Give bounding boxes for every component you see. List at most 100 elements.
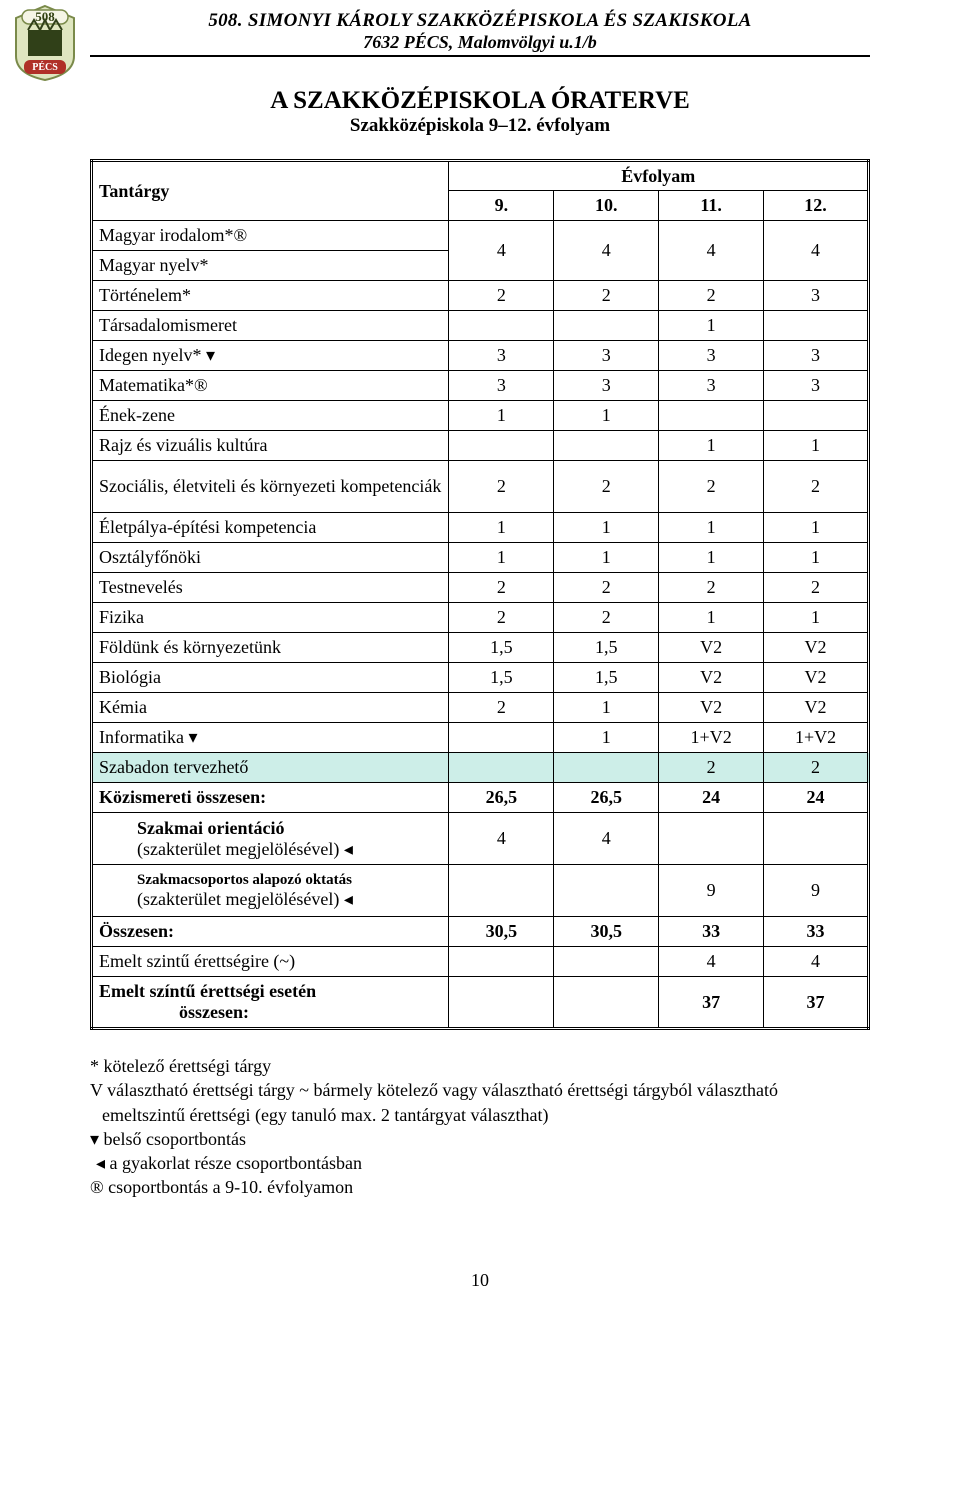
cell-val: 2 (554, 281, 659, 311)
cell-val: 3 (449, 341, 554, 371)
cell-subject: Társadalomismeret (92, 311, 449, 341)
table-row-alapozo: Szakmacsoportos alapozó oktatás (szakter… (92, 865, 869, 917)
cell-val: 4 (449, 221, 554, 281)
cell-val: 1 (554, 513, 659, 543)
footnote: ◂ a gyakorlat része csoportbontásban (90, 1151, 870, 1175)
table-row: Matematika*® 3 3 3 3 (92, 371, 869, 401)
cell-val: V2 (659, 633, 764, 663)
table-row: Földünk és környezetünk 1,5 1,5 V2 V2 (92, 633, 869, 663)
cell-val: V2 (764, 693, 869, 723)
cell-val: 2 (659, 281, 764, 311)
footnotes: * kötelező érettségi tárgy V választható… (90, 1054, 870, 1200)
cell-val: 2 (764, 461, 869, 513)
cell-subject: Ének-zene (92, 401, 449, 431)
cell-val: 1 (554, 723, 659, 753)
cell-subject: Magyar irodalom*® (92, 221, 449, 251)
header-text-block: 508. SIMONYI KÁROLY SZAKKÖZÉPISKOLA ÉS S… (90, 10, 870, 53)
table-row: Osztályfőnöki 1 1 1 1 (92, 543, 869, 573)
cell-subject: Idegen nyelv* ▾ (92, 341, 449, 371)
cell-val: 2 (449, 461, 554, 513)
cell-subject: Szociális, életviteli és környezeti komp… (92, 461, 449, 513)
cell-val (449, 311, 554, 341)
orient-line1: Szakmai orientáció (137, 818, 284, 838)
cell-val: 26,5 (554, 783, 659, 813)
table-row-emelt-osszesen: Emelt színtű érettségi esetén összesen: … (92, 977, 869, 1029)
cell-subject: Magyar nyelv* (92, 251, 449, 281)
cell-val: 4 (554, 221, 659, 281)
cell-val: 9 (659, 865, 764, 917)
table-header-row: Tantárgy Évfolyam (92, 161, 869, 191)
header: 508 PÉCS 508. SIMONYI KÁROLY SZAKKÖZÉPIS… (90, 10, 870, 57)
cell-val: 2 (449, 281, 554, 311)
cell-val: 1,5 (554, 633, 659, 663)
cell-subject: Biológia (92, 663, 449, 693)
document-subtitle: Szakközépiskola 9–12. évfolyam (90, 115, 870, 137)
cell-subject: Összesen: (92, 917, 449, 947)
cell-val: 4 (659, 947, 764, 977)
cell-val (764, 813, 869, 865)
cell-val: 2 (659, 573, 764, 603)
orient-line2: (szakterület megjelölésével) ◂ (137, 839, 353, 859)
emelt-osszesen-line2: összesen: (99, 1002, 249, 1022)
cell-val: 37 (659, 977, 764, 1029)
cell-val: 3 (764, 281, 869, 311)
table-row: Magyar irodalom*® 4 4 4 4 (92, 221, 869, 251)
cell-val: V2 (659, 663, 764, 693)
cell-val: V2 (764, 633, 869, 663)
cell-val: 1 (659, 431, 764, 461)
cell-val: 1 (554, 693, 659, 723)
cell-val: 1,5 (449, 633, 554, 663)
table-row-emelt-tilde: Emelt szintű érettségire (~) 4 4 (92, 947, 869, 977)
footnote: ▾ belső csoportbontás (90, 1127, 870, 1151)
cell-val (554, 977, 659, 1029)
cell-val: 1 (659, 603, 764, 633)
cell-val: 37 (764, 977, 869, 1029)
cell-val: 3 (764, 341, 869, 371)
cell-val: 2 (554, 461, 659, 513)
cell-subject: Történelem* (92, 281, 449, 311)
table-row: Informatika ▾ 1 1+V2 1+V2 (92, 723, 869, 753)
curriculum-table: Tantárgy Évfolyam 9. 10. 11. 12. Magyar … (90, 159, 870, 1030)
table-row: Rajz és vizuális kultúra 1 1 (92, 431, 869, 461)
table-row-orient: Szakmai orientáció (szakterület megjelöl… (92, 813, 869, 865)
cell-val: 1 (449, 513, 554, 543)
cell-val: 2 (764, 753, 869, 783)
cell-subject: Emelt színtű érettségi esetén összesen: (92, 977, 449, 1029)
cell-val: 1 (764, 431, 869, 461)
cell-val: 9 (764, 865, 869, 917)
table-row: Ének-zene 1 1 (92, 401, 869, 431)
cell-val: 1 (449, 543, 554, 573)
header-subtitle: 7632 PÉCS, Malomvölgyi u.1/b (90, 32, 870, 53)
cell-val: 2 (554, 603, 659, 633)
cell-val (554, 865, 659, 917)
cell-val (554, 947, 659, 977)
cell-val: 1,5 (449, 663, 554, 693)
table-row: Történelem* 2 2 2 3 (92, 281, 869, 311)
cell-val: 1 (449, 401, 554, 431)
cell-subject: Rajz és vizuális kultúra (92, 431, 449, 461)
cell-val: 3 (659, 371, 764, 401)
cell-val: 1 (764, 603, 869, 633)
header-title: 508. SIMONYI KÁROLY SZAKKÖZÉPISKOLA ÉS S… (90, 10, 870, 32)
cell-val: 30,5 (554, 917, 659, 947)
table-row: Társadalomismeret 1 (92, 311, 869, 341)
cell-val: 4 (764, 947, 869, 977)
cell-subject: Földünk és környezetünk (92, 633, 449, 663)
footnote: ® csoportbontás a 9-10. évfolyamon (90, 1175, 870, 1199)
cell-val: 4 (659, 221, 764, 281)
cell-val: 1,5 (554, 663, 659, 693)
cell-subject: Szabadon tervezhető (92, 753, 449, 783)
cell-val (449, 947, 554, 977)
subject-label: Magyar irodalom*® (99, 225, 247, 245)
cell-val (449, 431, 554, 461)
cell-val: 1 (764, 543, 869, 573)
cell-val: 2 (449, 573, 554, 603)
cell-val (449, 723, 554, 753)
cell-val: 2 (449, 603, 554, 633)
table-row: Testnevelés 2 2 2 2 (92, 573, 869, 603)
cell-val: 2 (659, 753, 764, 783)
cell-val: 33 (659, 917, 764, 947)
cell-val: 3 (554, 371, 659, 401)
cell-val: 3 (764, 371, 869, 401)
table-row: Szociális, életviteli és környezeti komp… (92, 461, 869, 513)
